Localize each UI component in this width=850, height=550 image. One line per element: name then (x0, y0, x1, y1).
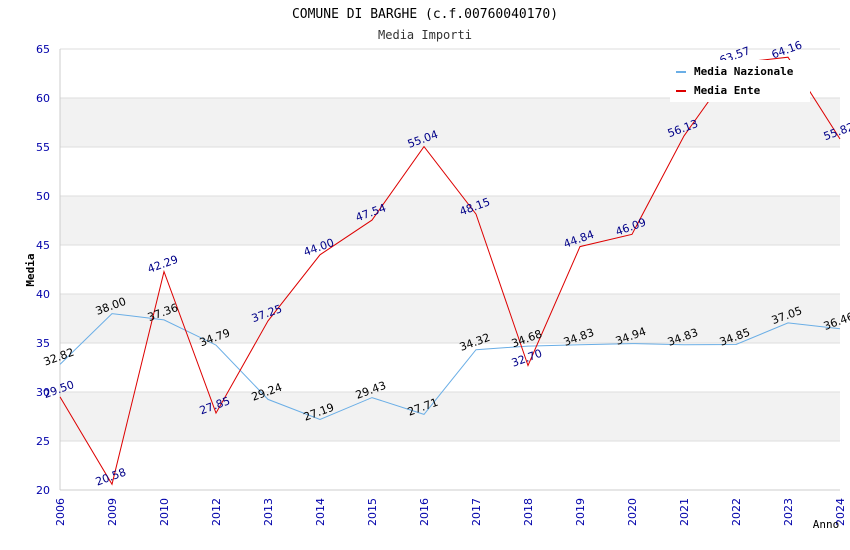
grid-lines (60, 48, 840, 491)
x-tick-label: 2022 (730, 498, 743, 526)
x-tick-label: 2012 (210, 498, 223, 526)
x-tick-label: 2023 (782, 498, 795, 526)
x-tick-labels: 2006 2009 2010 2012 2013 2014 2015 2016 2017 2018… (54, 498, 847, 526)
x-tick-label: 2013 (262, 498, 275, 526)
legend-box (670, 60, 810, 102)
plot-background-bands (60, 49, 840, 490)
chart-title: COMUNE DI BARGHE (c.f.00760040170) (292, 7, 558, 22)
x-tick-label: 2017 (470, 498, 483, 526)
x-axis-label: Anno (813, 518, 840, 531)
chart-subtitle: Media Importi (378, 28, 472, 42)
grid-band (60, 98, 840, 147)
grid-band (60, 147, 840, 196)
x-tick-label: 2019 (574, 498, 587, 526)
grid-band (60, 196, 840, 245)
x-tick-label: 2009 (106, 498, 119, 526)
y-tick-label: 35 (36, 337, 50, 350)
grid-band (60, 441, 840, 490)
y-tick-label: 30 (36, 386, 50, 399)
x-tick-label: 2006 (54, 498, 67, 526)
grid-band (60, 294, 840, 343)
x-tick-label: 2021 (678, 498, 691, 526)
grid-band (60, 343, 840, 392)
x-tick-label: 2020 (626, 498, 639, 526)
y-tick-labels: 20 25 30 35 40 45 50 55 60 65 (36, 43, 50, 497)
grid-band (60, 245, 840, 294)
y-tick-label: 60 (36, 92, 50, 105)
y-tick-label: 25 (36, 435, 50, 448)
y-axis-label: Media (24, 253, 37, 286)
legend-entry: Media Ente (694, 84, 761, 97)
y-tick-label: 65 (36, 43, 50, 56)
y-tick-label: 40 (36, 288, 50, 301)
y-tick-label: 45 (36, 239, 50, 252)
y-tick-label: 55 (36, 141, 50, 154)
legend-entry: Media Nazionale (694, 65, 794, 78)
x-tick-label: 2015 (366, 498, 379, 526)
y-tick-label: 50 (36, 190, 50, 203)
x-tick-label: 2018 (522, 498, 535, 526)
legend: Media Nazionale Media Ente (670, 60, 810, 102)
axes (59, 49, 840, 491)
y-tick-label: 20 (36, 484, 50, 497)
x-tick-label: 2016 (418, 498, 431, 526)
grid-band (60, 392, 840, 441)
x-tick-label: 2014 (314, 498, 327, 526)
series-line-media-nazionale (59, 313, 841, 421)
x-tick-label: 2010 (158, 498, 171, 526)
x-tick-label: 2024 (834, 498, 847, 526)
